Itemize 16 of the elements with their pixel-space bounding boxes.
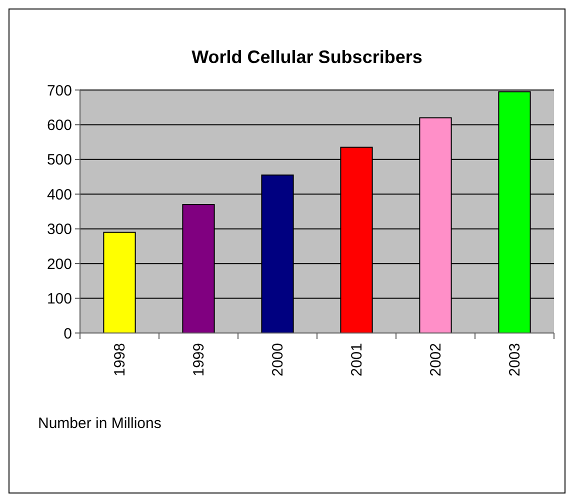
x-tick-label: 2000 [270, 343, 286, 376]
x-tick-label: 2002 [428, 343, 444, 376]
chart-title: World Cellular Subscribers [192, 47, 422, 67]
text: Number in Millions [38, 415, 162, 432]
y-tick-label: 300 [46, 221, 72, 238]
y-tick-label: 200 [46, 256, 72, 273]
y-tick-label: 0 [64, 325, 72, 342]
y-tick-label: 100 [46, 290, 72, 308]
y-tick-label: 700 [46, 82, 72, 100]
y-tick-label: 400 [46, 186, 72, 204]
y-tick-label: 500 [46, 152, 72, 169]
x-tick-label: 2003 [506, 343, 524, 376]
x-tick-label: 2001 [348, 343, 366, 376]
y-tick-label: 600 [46, 116, 72, 134]
x-tick-label: 1999 [190, 343, 208, 376]
x-tick-label: 1998 [112, 343, 128, 376]
